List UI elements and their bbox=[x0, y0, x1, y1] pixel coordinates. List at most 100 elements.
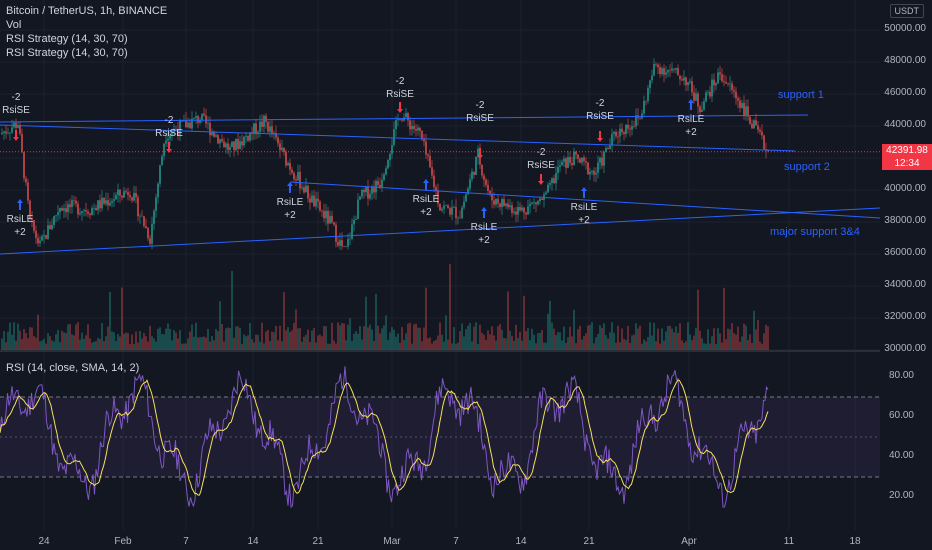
volume-indicator-label[interactable]: Vol bbox=[6, 19, 22, 31]
volume-bar bbox=[511, 335, 513, 350]
candle-body bbox=[281, 147, 283, 151]
strategy-indicator-label-1[interactable]: RSI Strategy (14, 30, 70) bbox=[6, 33, 128, 45]
candle-body bbox=[287, 162, 289, 166]
volume-bar bbox=[49, 336, 51, 350]
candle-body bbox=[107, 200, 109, 206]
volume-bar bbox=[253, 342, 255, 350]
currency-badge[interactable]: USDT bbox=[889, 4, 924, 18]
candle-body bbox=[275, 132, 277, 138]
candle-body bbox=[341, 240, 343, 247]
candle-body bbox=[435, 187, 437, 191]
symbol-title[interactable]: Bitcoin / TetherUS, 1h, BINANCE bbox=[6, 5, 168, 17]
signal-qty: +2 bbox=[284, 210, 296, 221]
volume-bar bbox=[525, 331, 527, 350]
rsi-indicator-label[interactable]: RSI (14, close, SMA, 14, 2) bbox=[6, 362, 140, 374]
volume-bar bbox=[535, 343, 537, 350]
major-support-4-line bbox=[0, 207, 881, 255]
signal-name: RsiLE bbox=[413, 194, 440, 205]
volume-bar bbox=[417, 327, 419, 350]
volume-bar bbox=[597, 333, 599, 350]
volume-bar bbox=[711, 336, 713, 350]
candle-body bbox=[697, 93, 699, 107]
volume-bar bbox=[3, 331, 5, 350]
volume-bar bbox=[113, 332, 115, 350]
volume-bar bbox=[503, 337, 505, 350]
candle-body bbox=[391, 145, 393, 154]
trendline-drawings[interactable]: support 1 support 2 major support 3&4 bbox=[0, 89, 881, 255]
candle-body bbox=[523, 207, 525, 213]
candle-body bbox=[105, 200, 107, 204]
volume-bar bbox=[217, 331, 219, 350]
volume-bar bbox=[595, 337, 597, 350]
signal-qty: -2 bbox=[12, 92, 21, 103]
candle-body bbox=[661, 68, 663, 75]
volume-bar bbox=[495, 340, 497, 350]
volume-bar bbox=[435, 339, 437, 350]
candle-body bbox=[663, 68, 665, 75]
candle-body bbox=[139, 215, 141, 217]
strategy-indicator-label-2[interactable]: RSI Strategy (14, 30, 70) bbox=[6, 47, 128, 59]
candle-body bbox=[285, 151, 287, 166]
volume-bar bbox=[439, 322, 441, 350]
candle-body bbox=[97, 200, 99, 211]
time-axis-label: Mar bbox=[383, 536, 401, 547]
volume-bar bbox=[351, 340, 353, 350]
candle-body bbox=[693, 92, 695, 101]
volume-bar bbox=[421, 341, 423, 350]
candle-body bbox=[733, 89, 735, 92]
last-price-tag: 42391.98 bbox=[882, 144, 932, 157]
volume-bar bbox=[27, 338, 29, 350]
candle-body bbox=[109, 202, 111, 206]
volume-bar bbox=[397, 333, 399, 350]
volume-bar bbox=[355, 331, 357, 350]
signal-qty: -2 bbox=[537, 147, 546, 158]
signal-qty: -2 bbox=[165, 115, 174, 126]
candle-body bbox=[37, 237, 39, 244]
candle-body bbox=[137, 197, 139, 217]
volume-bar bbox=[689, 334, 691, 350]
candle-body bbox=[301, 187, 303, 189]
volume-bar bbox=[379, 333, 381, 350]
volume-bar bbox=[701, 338, 703, 350]
volume-bar bbox=[613, 332, 615, 350]
volume-bar bbox=[31, 327, 33, 350]
buy-arrow-head bbox=[17, 199, 23, 203]
volume-bar bbox=[649, 322, 651, 350]
volume-bar bbox=[99, 338, 101, 350]
candle-body bbox=[419, 127, 421, 131]
volume-bar bbox=[729, 329, 731, 350]
volume-bar bbox=[267, 329, 269, 350]
candle-body bbox=[243, 136, 245, 146]
candle-body bbox=[293, 172, 295, 180]
time-axis[interactable]: 24 Feb 7 14 21 Mar 7 14 21 Apr 11 18 bbox=[38, 536, 861, 547]
candle-body bbox=[629, 128, 631, 130]
candle-body bbox=[759, 129, 761, 132]
volume-bar bbox=[23, 329, 25, 350]
candle-body bbox=[253, 123, 255, 134]
price-scale-label: 32000.00 bbox=[884, 311, 926, 322]
volume-bar bbox=[441, 334, 443, 350]
volume-bar bbox=[637, 328, 639, 350]
volume-bar bbox=[697, 289, 699, 350]
signal-name: RsiLE bbox=[7, 214, 34, 225]
candle-body bbox=[225, 143, 227, 148]
candle-body bbox=[465, 194, 467, 202]
volume-bar bbox=[657, 328, 659, 350]
candle-body bbox=[381, 179, 383, 188]
signal-name: RsiLE bbox=[571, 202, 598, 213]
candle-body bbox=[601, 157, 603, 166]
price-scale-label: 48000.00 bbox=[884, 55, 926, 66]
volume-bar bbox=[103, 341, 105, 350]
candle-body bbox=[547, 184, 549, 193]
volume-bar bbox=[447, 339, 449, 350]
volume-bar bbox=[533, 334, 535, 350]
volume-bar bbox=[399, 342, 401, 350]
candle-body bbox=[421, 130, 423, 140]
volume-bar bbox=[467, 325, 469, 350]
volume-bar bbox=[213, 340, 215, 350]
volume-bar bbox=[419, 327, 421, 350]
volume-bar bbox=[269, 341, 271, 350]
candle-body bbox=[359, 196, 361, 200]
candle-body bbox=[49, 225, 51, 230]
